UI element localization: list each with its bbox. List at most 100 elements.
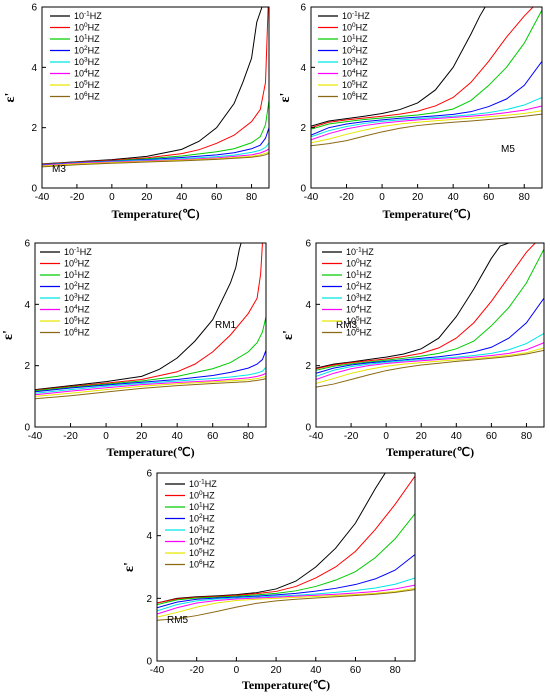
x-tick-label: 40 <box>176 192 188 203</box>
legend: 10-1HZ100HZ101HZ102HZ103HZ104HZ105HZ106H… <box>40 247 92 338</box>
legend-label: 106HZ <box>189 559 215 570</box>
series-line-5 <box>316 342 544 380</box>
y-tick-label: 2 <box>146 594 152 605</box>
legend-label: 10-1HZ <box>64 247 92 258</box>
legend-label: 100HZ <box>74 22 100 33</box>
panel-m3: -40 -20 0 20 40 60 80 0 2 4 6 Temperature(℃) ε' M3 10-… <box>3 3 270 221</box>
series-line-6 <box>157 587 415 618</box>
y-tick-label: 0 <box>24 423 30 434</box>
legend-label: 105HZ <box>74 80 100 91</box>
sample-label: RM1 <box>215 320 237 331</box>
series-line-3 <box>316 297 544 374</box>
x-axis-label: Temperature(℃) <box>382 207 470 221</box>
series-line-5 <box>311 105 542 141</box>
plot-frame <box>310 6 543 189</box>
x-tick-label: 60 <box>350 665 362 676</box>
x-tick-label: 80 <box>519 192 531 203</box>
y-tick-label: 4 <box>31 63 37 74</box>
x-axis-label: Temperature(℃) <box>111 207 199 221</box>
legend-label: 105HZ <box>64 316 90 327</box>
legend-label: 101HZ <box>346 270 372 281</box>
panel-m5: -40 -20 0 20 40 60 80 0 2 4 6 Temperature(℃) ε' M5 10-… <box>278 3 543 221</box>
plot-frame <box>41 6 270 189</box>
series-line-2 <box>311 9 542 130</box>
y-tick-label: 2 <box>31 123 37 134</box>
y-tick-label: 4 <box>305 300 311 311</box>
y-tick-label: 6 <box>305 239 311 250</box>
y-axis-label: ε' <box>122 562 137 572</box>
x-tick-label: 40 <box>310 665 322 676</box>
legend-label: 102HZ <box>189 513 215 524</box>
series-line-0 <box>316 243 510 369</box>
y-tick-label: 4 <box>300 63 306 74</box>
y-tick-label: 0 <box>300 184 306 195</box>
x-tick-label: -20 <box>63 431 78 442</box>
legend-label: 106HZ <box>342 91 368 102</box>
series-line-6 <box>35 375 266 397</box>
x-tick-label: 80 <box>390 665 402 676</box>
panel-rm3: -40 -20 0 20 40 60 800246Temperature(℃)ε'RM310… <box>281 239 545 459</box>
legend-label: 104HZ <box>64 304 90 315</box>
legend: 10-1HZ100HZ101HZ102HZ103HZ104HZ105HZ106H… <box>165 479 217 570</box>
series-line-0 <box>42 7 263 165</box>
plot-frame <box>156 472 416 662</box>
x-tick-label: 20 <box>271 665 283 676</box>
y-tick-label: 4 <box>146 531 152 542</box>
y-tick-label: 6 <box>31 3 37 14</box>
series-line-4 <box>157 577 415 612</box>
series-line-0 <box>311 7 486 127</box>
x-tick-label: 40 <box>451 431 463 442</box>
sample-label: M5 <box>501 144 515 155</box>
sample-label: RM5 <box>167 615 189 626</box>
series-line-4 <box>42 142 269 166</box>
series-line-1 <box>35 243 263 391</box>
legend-label: 100HZ <box>189 490 215 501</box>
series-line-6 <box>316 347 544 384</box>
legend-label: 103HZ <box>64 293 90 304</box>
legend-label: 102HZ <box>64 281 90 292</box>
legend-label: 101HZ <box>64 270 90 281</box>
series-line-1 <box>42 7 269 165</box>
legend-label: 100HZ <box>342 22 368 33</box>
legend-label: 102HZ <box>74 45 100 56</box>
x-tick-label: -40 <box>304 192 319 203</box>
x-tick-label: 20 <box>412 192 424 203</box>
legend-label: 105HZ <box>342 80 368 91</box>
legend-label: 102HZ <box>346 281 372 292</box>
x-tick-label: -40 <box>309 431 324 442</box>
x-tick-label: -20 <box>70 192 85 203</box>
series-line-3 <box>157 554 415 609</box>
x-tick-label: 40 <box>172 431 184 442</box>
series-line-0 <box>35 243 242 391</box>
series-line-5 <box>35 372 266 396</box>
y-tick-label: 6 <box>300 3 306 14</box>
x-axis-label: Temperature(℃) <box>386 445 474 459</box>
series-line-4 <box>316 333 544 377</box>
y-tick-label: 2 <box>300 123 306 134</box>
series-line-5 <box>42 148 269 166</box>
x-tick-label: 0 <box>109 192 115 203</box>
x-tick-label: 60 <box>483 192 495 203</box>
series-line-1 <box>316 243 536 370</box>
legend-label: 106HZ <box>64 327 90 338</box>
x-tick-label: -40 <box>35 192 50 203</box>
y-axis-label: ε' <box>278 93 293 103</box>
series-line-1 <box>157 475 415 604</box>
legend: 10-1HZ100HZ101HZ102HZ103HZ104HZ105HZ106H… <box>50 11 102 102</box>
y-axis-label: ε' <box>3 93 18 103</box>
x-tick-label: 0 <box>383 431 389 442</box>
legend-label: 100HZ <box>64 258 90 269</box>
legend-label: 101HZ <box>189 502 215 513</box>
x-tick-label: 60 <box>211 192 223 203</box>
y-tick-label: 2 <box>24 361 30 372</box>
legend-label: 103HZ <box>189 525 215 536</box>
legend-label: 10-1HZ <box>189 479 217 490</box>
sample-label: RM3 <box>336 320 358 331</box>
legend-label: 104HZ <box>346 304 372 315</box>
series-line-2 <box>316 248 544 371</box>
x-tick-label: 80 <box>243 431 255 442</box>
legend-label: 100HZ <box>346 258 372 269</box>
legend-label: 101HZ <box>74 34 100 45</box>
legend: 10-1HZ100HZ101HZ102HZ103HZ104HZ105HZ106H… <box>322 247 374 338</box>
